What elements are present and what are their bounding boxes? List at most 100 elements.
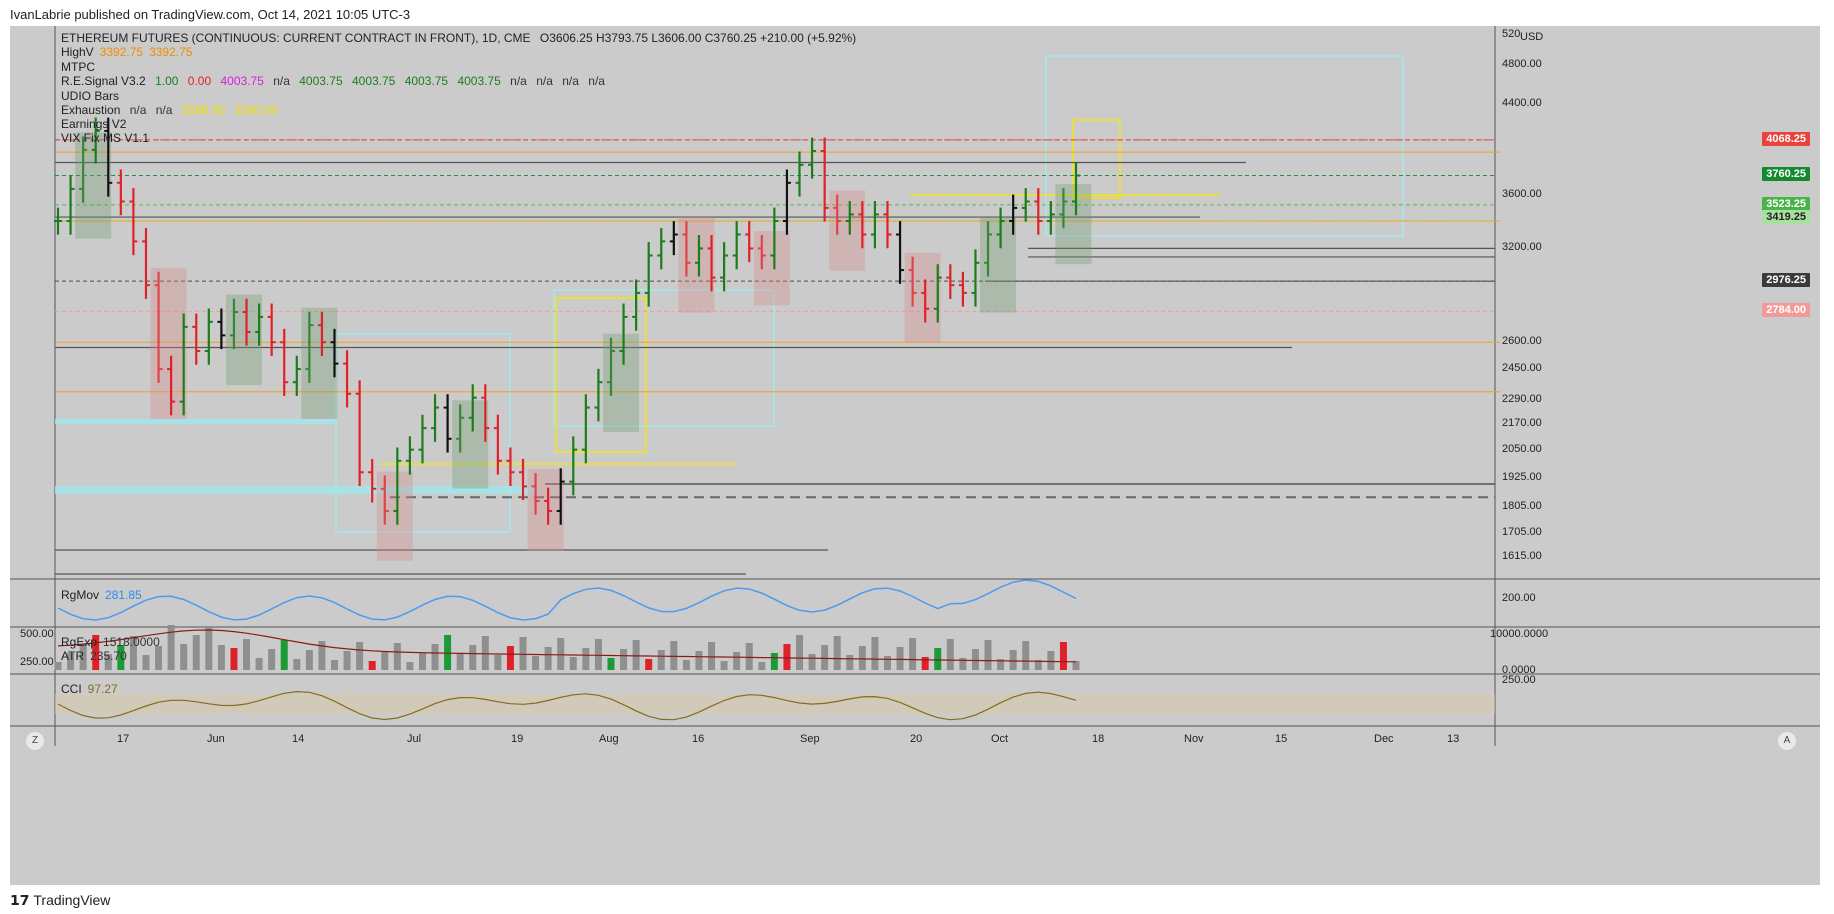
re-signal-label: R.E.Signal V3.2 [61,74,146,88]
volume-bar [607,658,615,670]
volume-bar [695,651,703,670]
price-tag: 4068.25 [1762,131,1810,146]
x-axis-label: 15 [1275,733,1288,745]
x-axis-label: Jul [407,733,422,745]
y-axis-label: 2050.00 [1502,442,1542,455]
volume-bar [934,648,942,670]
volume-bar [67,653,75,670]
volume-bar [557,638,565,670]
x-axis-label: Oct [991,733,1009,745]
udio-box [452,400,489,489]
cci-label: CCI [61,682,82,696]
re-signal-value: n/a [273,74,290,88]
y-axis-unit: USD [1520,31,1544,43]
x-axis-label: 19 [511,733,524,745]
volume-bar [293,659,301,670]
volume-bar [984,640,992,670]
volume-bar [871,637,879,670]
volume-bar [833,636,841,670]
volume-bar [117,645,125,670]
volume-bar [129,636,137,670]
cci-band [55,694,1495,714]
y-axis-label: 4800.00 [1502,58,1542,71]
volume-bar [657,650,665,670]
volume-bar [368,661,376,670]
x-axis-label: 14 [292,733,305,745]
y-axis-label: 2290.00 [1502,392,1542,405]
volume-bar [456,654,464,670]
auto-scale-button[interactable]: A [1778,732,1796,750]
volume-bar [997,659,1005,670]
volume-bar [519,637,527,670]
volume-bar [1009,650,1017,670]
x-axis-label: Aug [599,733,619,745]
volume-bar [544,647,552,670]
highv-value-2: 3392.75 [149,45,193,59]
re-signal-value: n/a [536,74,553,88]
x-axis-label: 13 [1447,733,1460,745]
volume-bar [720,661,728,670]
volume-bar [569,657,577,670]
legend-re-signal: R.E.Signal V3.2 1.00 0.00 4003.75 n/a 40… [61,73,611,89]
volume-bar [1072,661,1080,670]
udio-box [753,231,790,306]
chart-canvas[interactable] [10,26,1820,885]
exhaustion-value: 3590.00 [181,103,226,117]
x-axis-label: 18 [1092,733,1105,745]
volume-bar [356,642,364,670]
volume-bar [682,660,690,670]
pane-axis-label: 250.00 [20,656,54,668]
x-axis-label: Sep [800,733,820,745]
pane-axis-label: 250.00 [1502,674,1536,686]
legend-exhaustion: Exhaustion n/a n/a 3590.00 3590.00 [61,102,284,118]
volume-bar [444,635,452,670]
price-tag: 3760.25 [1762,167,1810,182]
yellow-zone-box [555,297,647,453]
tradingview-logo: 𝟭𝟳 TradingView [10,892,110,909]
footer: 𝟭𝟳 TradingView [0,885,1834,914]
regexp-value: 1518.0000 [103,635,160,649]
y-axis-label: 2600.00 [1502,335,1542,348]
price-tag: 3419.25 [1762,210,1810,225]
volume-bar [180,644,188,670]
volume-bar [318,641,326,670]
re-signal-value: 4003.75 [351,74,396,88]
volume-bar [796,635,804,670]
volume-bar [230,648,238,670]
udio-box [678,217,715,313]
volume-bar [846,655,854,670]
x-axis-label: 20 [910,733,923,745]
volume-bar [1022,641,1030,670]
x-axis-label: Jun [207,733,225,745]
volume-bar [745,643,753,670]
volume-bar [921,657,929,670]
volume-bar [506,646,514,670]
volume-bar [155,646,163,670]
volume-bar [808,654,816,670]
udio-box [527,469,564,551]
re-signal-value: 0.00 [187,74,212,88]
udio-box [1055,184,1092,265]
volume-bar [708,642,716,670]
volume-bar [192,635,200,670]
volume-bar [418,653,426,670]
volume-bar [243,639,251,670]
z-button[interactable]: Z [26,732,44,750]
projection-box [1045,55,1404,237]
regmov-value: 281.85 [105,588,142,602]
re-signal-value: 4003.75 [299,74,343,88]
price-tag: 2784.00 [1762,303,1810,318]
price-tag: 2976.25 [1762,273,1810,288]
volume-bar [481,636,489,670]
cyan-zone-box [335,333,511,533]
atr-label: ATR [61,649,85,663]
atr-value: 235.70 [90,649,127,663]
udio-box [829,190,866,271]
cyan-band [55,486,535,494]
exhaustion-value: n/a [129,103,147,117]
legend-earnings: Earnings V2 [61,117,127,131]
volume-bar [92,635,100,670]
volume-bar [783,644,791,670]
chart-frame[interactable]: ETHEREUM FUTURES (CONTINUOUS: CURRENT CO… [10,26,1820,885]
y-axis-label: 3200.00 [1502,241,1542,254]
